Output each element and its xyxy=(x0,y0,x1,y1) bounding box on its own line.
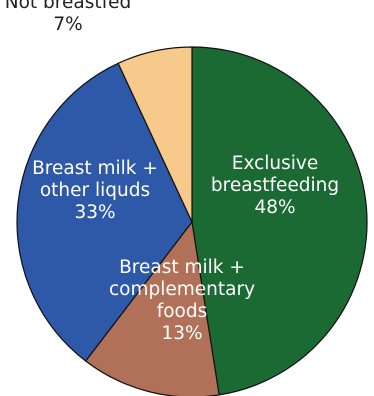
slice-label-3: Not breastfed 7% xyxy=(5,0,131,35)
pie-slice-1 xyxy=(85,221,220,396)
slice-label-1-line-3: 13% xyxy=(161,323,202,344)
slice-label-0-line-0: Exclusive xyxy=(232,153,318,174)
slice-label-0-line-2: 48% xyxy=(254,197,295,218)
pie-slice-3 xyxy=(117,46,193,223)
pie-labels: Exclusive breastfeeding 48%Breast milk + co… xyxy=(5,0,339,344)
slice-label-3-line-0: Not breastfed xyxy=(5,0,131,13)
pie-slice-2 xyxy=(16,62,193,362)
slice-label-3-line-1: 7% xyxy=(53,14,82,35)
slice-label-1-line-1: complementary xyxy=(109,279,255,300)
slice-label-1-line-0: Breast milk + xyxy=(119,257,245,278)
pie-slice-0 xyxy=(191,46,368,396)
slice-label-2-line-1: other liquds xyxy=(40,180,150,201)
slice-label-0: Exclusive breastfeeding 48% xyxy=(211,153,339,218)
slice-label-2-line-0: Breast milk + xyxy=(32,158,158,179)
pie-slices xyxy=(16,46,368,396)
slice-label-2: Breast milk + other liquds 33% xyxy=(32,158,158,223)
slice-label-2-line-2: 33% xyxy=(74,202,115,223)
slice-label-1: Breast milk + complementary foods 13% xyxy=(109,257,255,344)
slice-label-1-line-2: foods xyxy=(157,301,208,322)
slice-label-0-line-1: breastfeeding xyxy=(211,175,339,196)
